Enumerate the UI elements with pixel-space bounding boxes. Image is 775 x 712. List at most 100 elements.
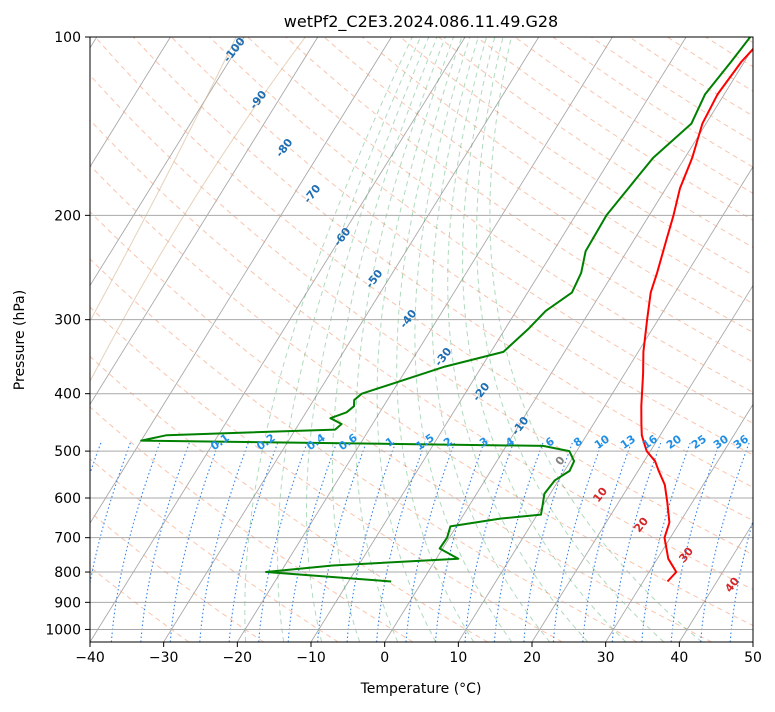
mixing-ratio-label: 20 [664, 432, 684, 452]
isotherm-line [385, 37, 760, 642]
isotherm-line [237, 37, 612, 642]
dry-adiabat-line [744, 37, 775, 642]
isotherm-line [0, 37, 244, 642]
mixing-ratio-label: 0.4 [304, 431, 328, 453]
dry-adiabat-label: -80 [273, 136, 296, 160]
y-tick-label: 900 [54, 595, 81, 611]
x-tick-label: 20 [523, 650, 541, 666]
mixing-ratio-line [377, 441, 426, 642]
mixing-ratio-line [200, 441, 249, 642]
x-tick-label: 10 [449, 650, 467, 666]
mixing-ratio-line [553, 441, 602, 642]
mixing-ratio-label: 10 [592, 432, 612, 452]
dry-adiabat-line [553, 37, 775, 642]
moist-adiabat-line [415, 37, 512, 642]
dry-adiabat-label: -40 [397, 307, 420, 331]
dry-adiabat-label: 0 [553, 454, 568, 468]
dry-adiabat-line [0, 37, 775, 642]
dry-adiabat-line [0, 37, 338, 642]
x-axis-label: Temperature (°C) [360, 681, 482, 697]
mixing-ratio-label: 3 [477, 435, 491, 450]
y-tick-label: 200 [54, 208, 81, 224]
dewpoint-profile-line [141, 37, 750, 582]
dry-adiabat-line [0, 37, 189, 642]
dry-adiabat-line [0, 37, 488, 642]
x-tick-label: 0 [380, 650, 389, 666]
curved-background-line [0, 37, 236, 642]
curved-background-line [0, 37, 305, 642]
moist-adiabat-line [432, 37, 550, 642]
y-tick-label: 700 [54, 531, 81, 547]
dry-adiabat-line [95, 37, 775, 642]
x-tick-label: −10 [296, 650, 326, 666]
moist-adiabat-line [278, 37, 421, 642]
mixing-ratio-label: 0.2 [254, 431, 277, 453]
dry-adiabat-label: -50 [363, 267, 386, 291]
dry-adiabat-label: 20 [631, 515, 651, 535]
mixing-ratio-line [701, 441, 750, 642]
dry-adiabat-line [248, 37, 775, 642]
y-tick-label: 800 [54, 565, 81, 581]
mixing-ratio-label: 25 [689, 432, 709, 451]
dry-adiabat-label: -100 [221, 35, 248, 65]
isotherm-line [458, 37, 775, 642]
mixing-ratio-line [82, 441, 131, 642]
y-tick-label: 100 [54, 30, 81, 46]
plot-frame [90, 37, 753, 642]
x-tick-label: −40 [75, 650, 105, 666]
mixing-ratio-line [494, 441, 543, 642]
y-tick-label: 400 [54, 387, 81, 403]
mixing-ratio-label: 1 [383, 435, 397, 450]
mixing-ratio-line [111, 441, 160, 642]
mixing-ratio-line [347, 441, 396, 642]
y-tick-label: 300 [54, 313, 81, 329]
mixing-ratio-line [642, 441, 691, 642]
mixing-ratio-line [0, 441, 35, 642]
dry-adiabat-line [400, 37, 775, 642]
x-tick-label: −20 [223, 650, 253, 666]
mixing-ratio-label: 1.5 [413, 431, 436, 453]
mixing-ratio-label: 8 [571, 435, 585, 450]
x-tick-label: −30 [149, 650, 179, 666]
x-tick-label: 50 [744, 650, 762, 666]
dry-adiabat-line [477, 37, 775, 642]
x-tick-label: 30 [597, 650, 615, 666]
mixing-ratio-line [671, 441, 720, 642]
dry-adiabat-label: -60 [331, 225, 354, 249]
y-tick-label: 600 [54, 491, 81, 507]
mixing-ratio-line [318, 441, 367, 642]
moist-adiabat-line [490, 37, 702, 642]
isotherm-line [16, 37, 391, 642]
temperature-profile-line [641, 37, 764, 582]
dry-adiabat-label: -20 [470, 380, 493, 404]
dry-adiabat-label: -70 [301, 182, 324, 206]
dry-adiabat-label: 30 [676, 545, 696, 565]
moist-adiabat-line [377, 37, 454, 642]
mixing-ratio-line [524, 441, 573, 642]
mixing-ratio-line [229, 441, 278, 642]
mixing-ratio-label: 30 [711, 432, 731, 452]
dry-adiabat-line [0, 37, 562, 642]
y-axis-label: Pressure (hPa) [12, 290, 28, 390]
chart-title: wetPf2_C2E3.2024.086.11.49.G28 [284, 12, 558, 32]
y-tick-label: 1000 [45, 622, 81, 638]
moist-adiabat-line [356, 37, 446, 642]
moist-adiabat-line [397, 37, 474, 642]
moist-adiabat-line [477, 37, 664, 642]
isotherm-line [0, 37, 318, 642]
isotherm-line [753, 37, 775, 642]
x-axis-ticks: −40 −30 −20 −10 0 10 20 30 40 50 [75, 642, 762, 666]
background-lines [0, 37, 775, 642]
x-tick-label: 40 [670, 650, 688, 666]
mixing-ratio-label: 16 [640, 432, 660, 452]
moist-adiabat-line [245, 37, 412, 642]
mixing-ratio-line [465, 441, 514, 642]
dry-adiabat-line [0, 37, 712, 642]
dry-adiabat-label: 10 [590, 485, 610, 505]
dry-adiabat-line [0, 37, 637, 642]
mixing-ratio-line [170, 441, 219, 642]
dry-adiabat-label: -10 [509, 414, 532, 438]
